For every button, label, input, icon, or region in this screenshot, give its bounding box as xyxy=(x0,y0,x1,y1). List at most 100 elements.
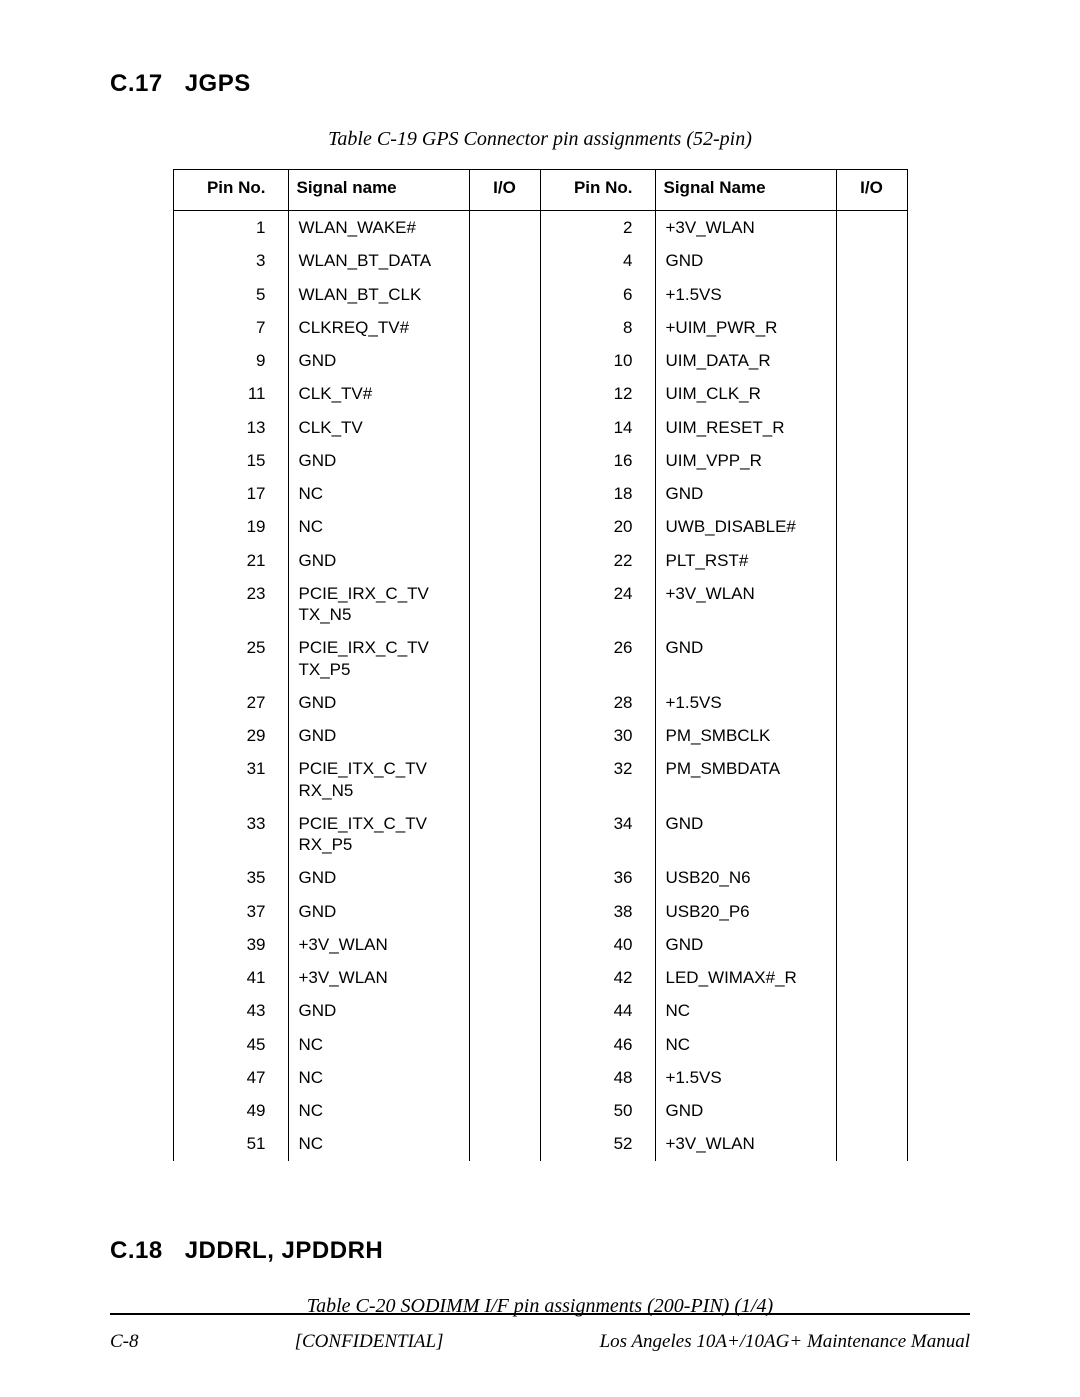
io-right xyxy=(836,807,907,862)
io-right xyxy=(836,961,907,994)
th-io-right: I/O xyxy=(836,170,907,211)
io-right xyxy=(836,544,907,577)
table-row: 49NC50GND xyxy=(173,1094,907,1127)
signal-name-right: GND xyxy=(655,1094,836,1127)
pin-no-left: 39 xyxy=(173,928,288,961)
pin-no-left: 31 xyxy=(173,752,288,807)
signal-name-right: +1.5VS xyxy=(655,686,836,719)
io-left xyxy=(469,244,540,277)
signal-name-right: UIM_DATA_R xyxy=(655,344,836,377)
signal-name-left: GND xyxy=(288,544,469,577)
io-left xyxy=(469,1094,540,1127)
io-left xyxy=(469,1028,540,1061)
signal-name-left: PCIE_ITX_C_TVRX_P5 xyxy=(288,807,469,862)
th-signal-name-left: Signal name xyxy=(288,170,469,211)
signal-name-right: GND xyxy=(655,244,836,277)
pin-no-left: 15 xyxy=(173,444,288,477)
signal-name-left: GND xyxy=(288,895,469,928)
pin-no-left: 23 xyxy=(173,577,288,632)
io-left xyxy=(469,807,540,862)
io-left xyxy=(469,895,540,928)
table-row: 35GND36USB20_N6 xyxy=(173,861,907,894)
signal-name-right: PM_SMBCLK xyxy=(655,719,836,752)
signal-name-left: CLK_TV# xyxy=(288,377,469,410)
pin-no-left: 49 xyxy=(173,1094,288,1127)
pin-no-right: 48 xyxy=(540,1061,655,1094)
signal-name-left: GND xyxy=(288,444,469,477)
io-right xyxy=(836,719,907,752)
table-row: 15GND16UIM_VPP_R xyxy=(173,444,907,477)
pin-no-left: 19 xyxy=(173,510,288,543)
pin-no-right: 26 xyxy=(540,631,655,686)
signal-name-right: GND xyxy=(655,928,836,961)
table-row: 23PCIE_IRX_C_TVTX_N524+3V_WLAN xyxy=(173,577,907,632)
signal-name-right: USB20_P6 xyxy=(655,895,836,928)
io-right xyxy=(836,477,907,510)
pin-no-left: 7 xyxy=(173,311,288,344)
io-left xyxy=(469,477,540,510)
io-left xyxy=(469,1061,540,1094)
io-left xyxy=(469,411,540,444)
io-left xyxy=(469,544,540,577)
pin-no-left: 13 xyxy=(173,411,288,444)
table-row: 7CLKREQ_TV#8+UIM_PWR_R xyxy=(173,311,907,344)
signal-name-left: PCIE_ITX_C_TVRX_N5 xyxy=(288,752,469,807)
footer-confidential: [CONFIDENTIAL] xyxy=(295,1331,444,1353)
table-row: 21GND22PLT_RST# xyxy=(173,544,907,577)
pin-no-left: 5 xyxy=(173,278,288,311)
pin-no-right: 30 xyxy=(540,719,655,752)
pin-no-left: 51 xyxy=(173,1127,288,1160)
signal-name-left: NC xyxy=(288,477,469,510)
pin-no-right: 34 xyxy=(540,807,655,862)
signal-name-right: UIM_RESET_R xyxy=(655,411,836,444)
io-right xyxy=(836,1127,907,1160)
pin-no-right: 24 xyxy=(540,577,655,632)
pin-no-left: 41 xyxy=(173,961,288,994)
io-right xyxy=(836,411,907,444)
section-number: C.17 xyxy=(110,70,163,97)
pin-no-left: 43 xyxy=(173,994,288,1027)
io-right xyxy=(836,1094,907,1127)
signal-name-right: USB20_N6 xyxy=(655,861,836,894)
signal-name-left: NC xyxy=(288,510,469,543)
pin-no-right: 8 xyxy=(540,311,655,344)
signal-name-left: WLAN_BT_DATA xyxy=(288,244,469,277)
pin-no-right: 12 xyxy=(540,377,655,410)
io-right xyxy=(836,311,907,344)
io-right xyxy=(836,861,907,894)
section-c18: C.18JDDRL, JPDDRH Table C-20 SODIMM I/F … xyxy=(110,1237,970,1318)
table-header-row: Pin No. Signal name I/O Pin No. Signal N… xyxy=(173,170,907,211)
io-left xyxy=(469,344,540,377)
signal-name-left: NC xyxy=(288,1028,469,1061)
th-pin-no-right: Pin No. xyxy=(540,170,655,211)
table-row: 25PCIE_IRX_C_TVTX_P526GND xyxy=(173,631,907,686)
table-caption-c19: Table C-19 GPS Connector pin assignments… xyxy=(110,128,970,151)
io-left xyxy=(469,961,540,994)
pin-no-right: 2 xyxy=(540,211,655,245)
pin-no-left: 1 xyxy=(173,211,288,245)
signal-name-right: UIM_VPP_R xyxy=(655,444,836,477)
signal-name-right: GND xyxy=(655,631,836,686)
io-right xyxy=(836,895,907,928)
footer-page-number: C-8 xyxy=(110,1331,139,1353)
pin-no-left: 27 xyxy=(173,686,288,719)
pin-no-left: 45 xyxy=(173,1028,288,1061)
signal-name-left: GND xyxy=(288,686,469,719)
signal-name-left: WLAN_WAKE# xyxy=(288,211,469,245)
caption-rest: Connector pin assignments (52-pin) xyxy=(464,128,752,150)
table-row: 41+3V_WLAN42LED_WIMAX#_R xyxy=(173,961,907,994)
pin-no-left: 11 xyxy=(173,377,288,410)
io-left xyxy=(469,377,540,410)
signal-name-right: +1.5VS xyxy=(655,1061,836,1094)
table-header: Pin No. Signal name I/O Pin No. Signal N… xyxy=(173,170,907,211)
io-right xyxy=(836,344,907,377)
signal-name-left: NC xyxy=(288,1127,469,1160)
section-title: JDDRL, JPDDRH xyxy=(185,1237,384,1264)
signal-name-right: +1.5VS xyxy=(655,278,836,311)
io-right xyxy=(836,377,907,410)
table-row: 3WLAN_BT_DATA4GND xyxy=(173,244,907,277)
pin-no-left: 33 xyxy=(173,807,288,862)
table-body: 1WLAN_WAKE#2+3V_WLAN3WLAN_BT_DATA4GND5WL… xyxy=(173,211,907,1161)
signal-name-right: UWB_DISABLE# xyxy=(655,510,836,543)
io-right xyxy=(836,278,907,311)
